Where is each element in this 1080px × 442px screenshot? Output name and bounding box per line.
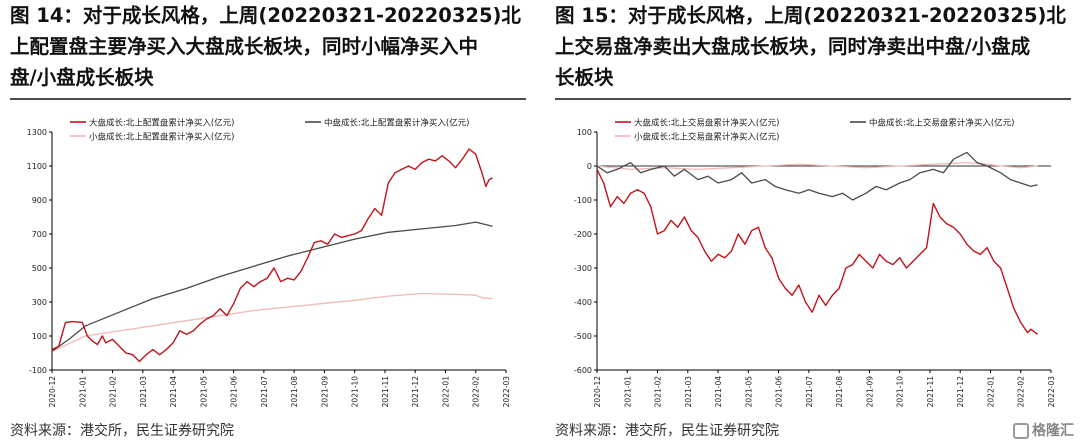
title-line: 图 15：对于成长风格，上周(20220321-20220325)北 xyxy=(555,4,1066,27)
y-tick-label: -100 xyxy=(574,196,592,205)
series-line xyxy=(51,148,493,363)
x-tick-label: 2022-03 xyxy=(1047,376,1056,408)
x-tick-label: 2021-12 xyxy=(411,376,420,408)
legend-label: 中盘成长:北上交易盘累计净买入(亿元) xyxy=(869,118,1015,129)
legend-label: 中盘成长:北上配置盘累计净买入(亿元) xyxy=(324,118,470,129)
y-tick-label: 0 xyxy=(587,162,592,171)
y-tick-label: 900 xyxy=(32,196,47,205)
y-tick-label: 700 xyxy=(32,230,47,239)
y-tick-label: -600 xyxy=(574,366,592,375)
y-tick-label: -400 xyxy=(574,298,592,307)
chart-panel-left: 图 14：对于成长风格，上周(20220321-20220325)北 上配置盘主… xyxy=(10,0,535,442)
watermark-logo: 格隆汇 xyxy=(1013,420,1074,440)
x-tick-label: 2021-09 xyxy=(320,376,329,408)
x-tick-label: 2021-09 xyxy=(865,376,874,408)
x-tick-label: 2021-10 xyxy=(351,376,360,408)
series-line xyxy=(596,151,1038,201)
series-line xyxy=(596,161,1038,171)
title-divider xyxy=(555,98,1071,100)
title-divider xyxy=(10,98,526,100)
x-tick-label: 2022-01 xyxy=(986,376,995,408)
y-tick-label: 100 xyxy=(577,128,592,137)
title-line: 长板块 xyxy=(555,66,614,89)
line-chart: 大盘成长:北上交易盘累计净买入(亿元) 中盘成长:北上交易盘累计净买入(亿元) 小盘… xyxy=(574,118,1056,408)
x-tick-label: 2021-04 xyxy=(169,376,178,408)
x-tick-label: 2021-05 xyxy=(199,376,208,408)
legend-label: 大盘成长:北上配置盘累计净买入(亿元) xyxy=(89,118,235,129)
y-tick-label: 500 xyxy=(32,264,47,273)
x-tick-label: 2021-07 xyxy=(260,376,269,408)
series-line xyxy=(51,292,493,352)
x-tick-label: 2021-11 xyxy=(381,376,390,408)
series-line xyxy=(51,221,493,352)
x-tick-label: 2021-02 xyxy=(654,376,663,408)
legend-label: 小盘成长:北上配置盘累计净买入(亿元) xyxy=(89,132,235,143)
y-tick-label: -200 xyxy=(574,230,592,239)
x-tick-label: 2020-12 xyxy=(48,376,57,408)
legend-label: 小盘成长:北上交易盘累计净买入(亿元) xyxy=(634,132,780,143)
x-tick-label: 2021-02 xyxy=(109,376,118,408)
title-line: 上交易盘净卖出大盘成长板块，同时净卖出中盘/小盘成 xyxy=(555,35,1031,58)
legend-label: 大盘成长:北上交易盘累计净买入(亿元) xyxy=(634,118,780,129)
watermark-text: 格隆汇 xyxy=(1032,423,1074,439)
x-tick-label: 2021-06 xyxy=(230,376,239,408)
x-tick-label: 2022-02 xyxy=(472,376,481,408)
y-tick-label: 100 xyxy=(32,332,47,341)
line-chart: 大盘成长:北上配置盘累计净买入(亿元) 中盘成长:北上配置盘累计净买入(亿元) 小盘… xyxy=(27,118,511,408)
x-tick-label: 2022-03 xyxy=(502,376,511,408)
x-tick-label: 2021-11 xyxy=(926,376,935,408)
chart-title: 图 15：对于成长风格，上周(20220321-20220325)北 上交易盘净… xyxy=(555,0,1075,93)
title-line: 图 14：对于成长风格，上周(20220321-20220325)北 xyxy=(10,4,521,27)
x-tick-label: 2021-03 xyxy=(139,376,148,408)
y-tick-label: -500 xyxy=(574,332,592,341)
y-tick-label: 1300 xyxy=(27,128,47,137)
chart-panel-right: 图 15：对于成长风格，上周(20220321-20220325)北 上交易盘净… xyxy=(555,0,1080,442)
source-note: 资料来源：港交所，民生证券研究院 xyxy=(555,423,779,439)
x-tick-label: 2021-01 xyxy=(623,376,632,408)
x-tick-label: 2021-04 xyxy=(714,376,723,408)
y-tick-label: -100 xyxy=(29,366,47,375)
x-tick-label: 2020-12 xyxy=(593,376,602,408)
x-tick-label: 2021-08 xyxy=(290,376,299,408)
y-tick-label: -300 xyxy=(574,264,592,273)
chart-title: 图 14：对于成长风格，上周(20220321-20220325)北 上配置盘主… xyxy=(10,0,530,93)
logo-icon xyxy=(1013,423,1029,439)
x-tick-label: 2021-07 xyxy=(805,376,814,408)
y-tick-label: 1100 xyxy=(27,162,47,171)
title-line: 盘/小盘成长板块 xyxy=(10,66,154,89)
x-tick-label: 2021-12 xyxy=(956,376,965,408)
x-tick-label: 2021-03 xyxy=(684,376,693,408)
x-tick-label: 2021-08 xyxy=(835,376,844,408)
x-tick-label: 2022-01 xyxy=(441,376,450,408)
x-tick-label: 2022-02 xyxy=(1017,376,1026,408)
x-tick-label: 2021-05 xyxy=(744,376,753,408)
source-note: 资料来源：港交所，民生证券研究院 xyxy=(10,423,234,439)
title-line: 上配置盘主要净买入大盘成长板块，同时小幅净买入中 xyxy=(10,35,479,58)
series-line xyxy=(596,169,1038,335)
y-tick-label: 300 xyxy=(32,298,47,307)
x-tick-label: 2021-06 xyxy=(775,376,784,408)
x-tick-label: 2021-10 xyxy=(896,376,905,408)
x-tick-label: 2021-01 xyxy=(78,376,87,408)
